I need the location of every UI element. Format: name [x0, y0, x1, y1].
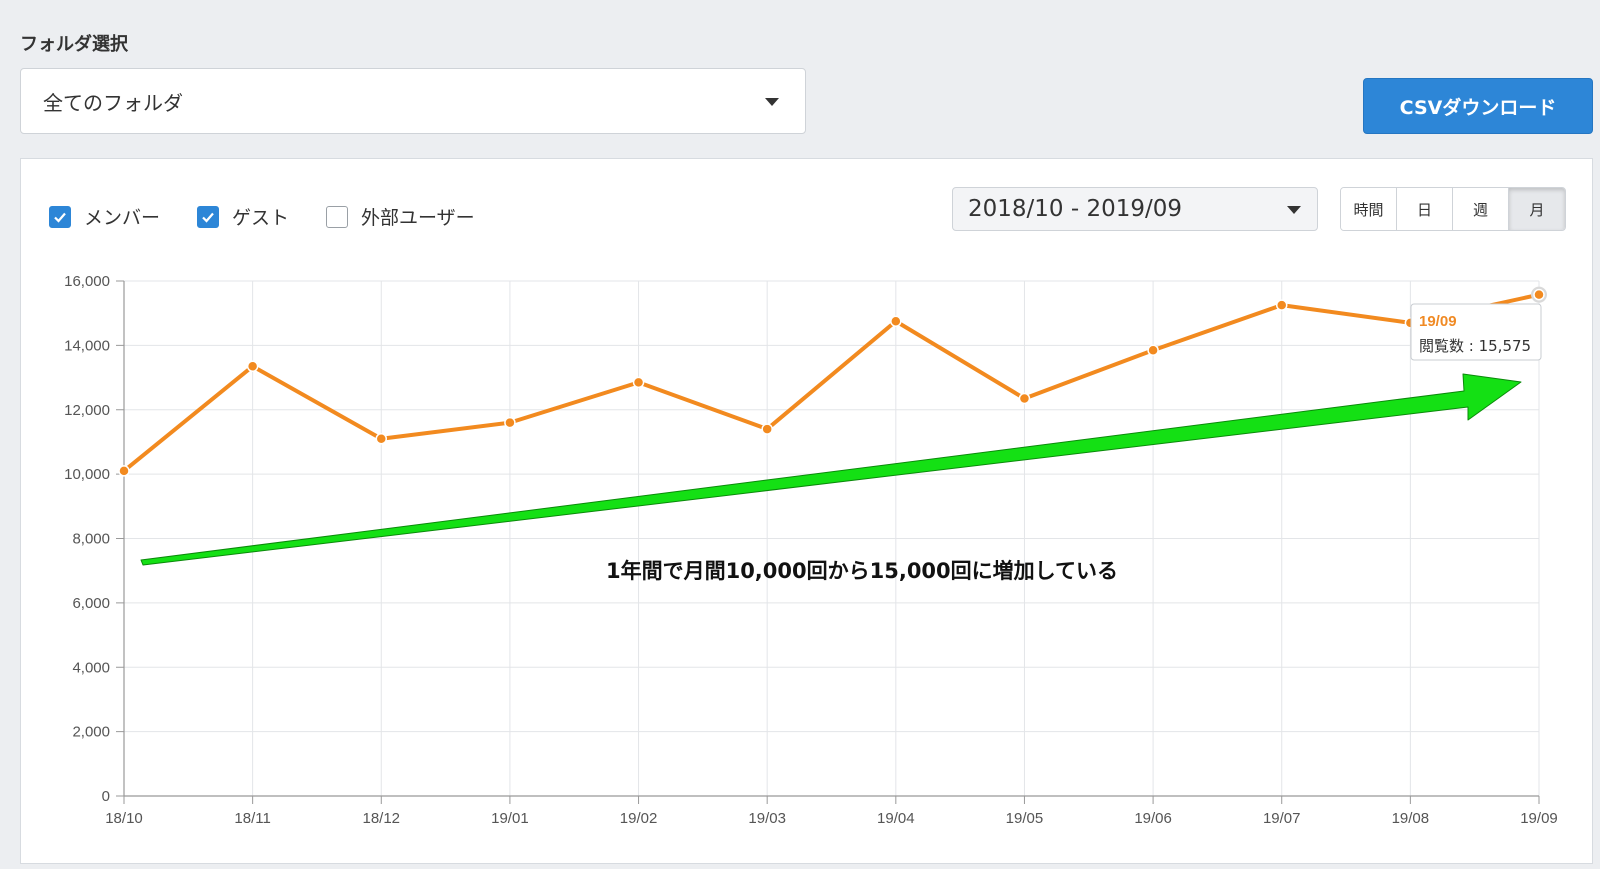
chart-panel: メンバー ゲスト 外部ユーザー 2018/10 - 2019/09 時間 日 週…: [20, 158, 1593, 864]
date-range-value: 2018/10 - 2019/09: [968, 196, 1183, 222]
data-point: [118, 465, 130, 477]
data-point: [761, 423, 773, 435]
x-tick-label: 18/12: [362, 810, 400, 827]
trend-annotation: 1年間で月間10,000回から15,000回に増加している: [606, 559, 1118, 583]
granularity-toggle: 時間 日 週 月: [1340, 187, 1566, 231]
chevron-down-icon: [1287, 206, 1301, 214]
granularity-month-button[interactable]: 月: [1509, 188, 1565, 230]
series-line-views: [122, 292, 1540, 473]
y-tick-label: 14,000: [64, 337, 110, 354]
data-point: [375, 432, 388, 445]
granularity-week-button[interactable]: 週: [1453, 188, 1509, 230]
x-tick-label: 19/01: [491, 810, 529, 827]
filter-external[interactable]: 外部ユーザー: [326, 203, 475, 230]
x-tick-label: 18/11: [234, 810, 270, 827]
y-tick-label: 10,000: [64, 466, 110, 483]
folder-select[interactable]: 全てのフォルダ: [20, 68, 806, 134]
folder-select-value: 全てのフォルダ: [43, 90, 183, 115]
date-range-select[interactable]: 2018/10 - 2019/09: [952, 187, 1318, 231]
y-tick-label: 6,000: [72, 595, 110, 612]
data-point: [1147, 344, 1159, 356]
x-tick-label: 19/04: [877, 810, 915, 827]
x-tick-label: 18/10: [105, 810, 143, 827]
data-point: [1018, 392, 1031, 405]
y-tick-label: 0: [102, 788, 110, 805]
user-filter-group: メンバー ゲスト 外部ユーザー: [49, 203, 512, 230]
y-tick-label: 4,000: [72, 659, 110, 676]
folder-label: フォルダ選択: [20, 34, 128, 55]
y-tick-label: 16,000: [64, 273, 110, 290]
filter-guest[interactable]: ゲスト: [197, 203, 289, 230]
data-point: [1275, 299, 1288, 311]
data-point: [632, 376, 645, 389]
trend-arrow: [140, 373, 1522, 566]
x-tick-label: 19/07: [1263, 810, 1301, 827]
data-point: [246, 360, 259, 373]
trend-arrow-shape: [140, 373, 1522, 566]
checkbox-checked-icon[interactable]: [197, 205, 220, 228]
data-point: [504, 416, 516, 429]
chart-axes: 0 2,000 4,000 6,000 8,000 10,000 12,000 14,000 1…: [64, 273, 1558, 827]
y-tick-label: 12,000: [64, 402, 110, 419]
tooltip-value: 閲覧数 : 15,575: [1419, 337, 1531, 355]
data-point: [1533, 288, 1545, 301]
csv-download-button[interactable]: CSVダウンロード: [1363, 78, 1593, 134]
y-tick-label: 2,000: [72, 724, 110, 741]
chevron-down-icon: [765, 98, 779, 106]
granularity-day-button[interactable]: 日: [1397, 188, 1453, 230]
filter-member-label: メンバー: [84, 207, 161, 229]
y-tick-label: 8,000: [72, 531, 110, 548]
tooltip-title: 19/09: [1419, 313, 1457, 330]
filter-external-label: 外部ユーザー: [361, 207, 475, 229]
granularity-hour-button[interactable]: 時間: [1341, 188, 1397, 230]
x-tick-label: 19/05: [1006, 810, 1044, 827]
checkbox-checked-icon[interactable]: [49, 205, 71, 228]
checkbox-unchecked-icon[interactable]: [326, 205, 349, 228]
x-tick-label: 19/02: [620, 810, 658, 827]
tooltip-box: [1410, 303, 1542, 361]
x-tick-label: 19/09: [1520, 810, 1558, 827]
series-views: [118, 286, 1547, 477]
x-tick-label: 19/03: [748, 810, 786, 827]
filter-guest-label: ゲスト: [232, 207, 290, 229]
x-tick-label: 19/06: [1134, 810, 1172, 827]
data-point: [890, 315, 902, 327]
chart-tooltip: 19/09 閲覧数 : 15,575: [1410, 303, 1542, 361]
filter-member[interactable]: メンバー: [49, 203, 160, 230]
x-tick-label: 19/08: [1392, 810, 1430, 827]
